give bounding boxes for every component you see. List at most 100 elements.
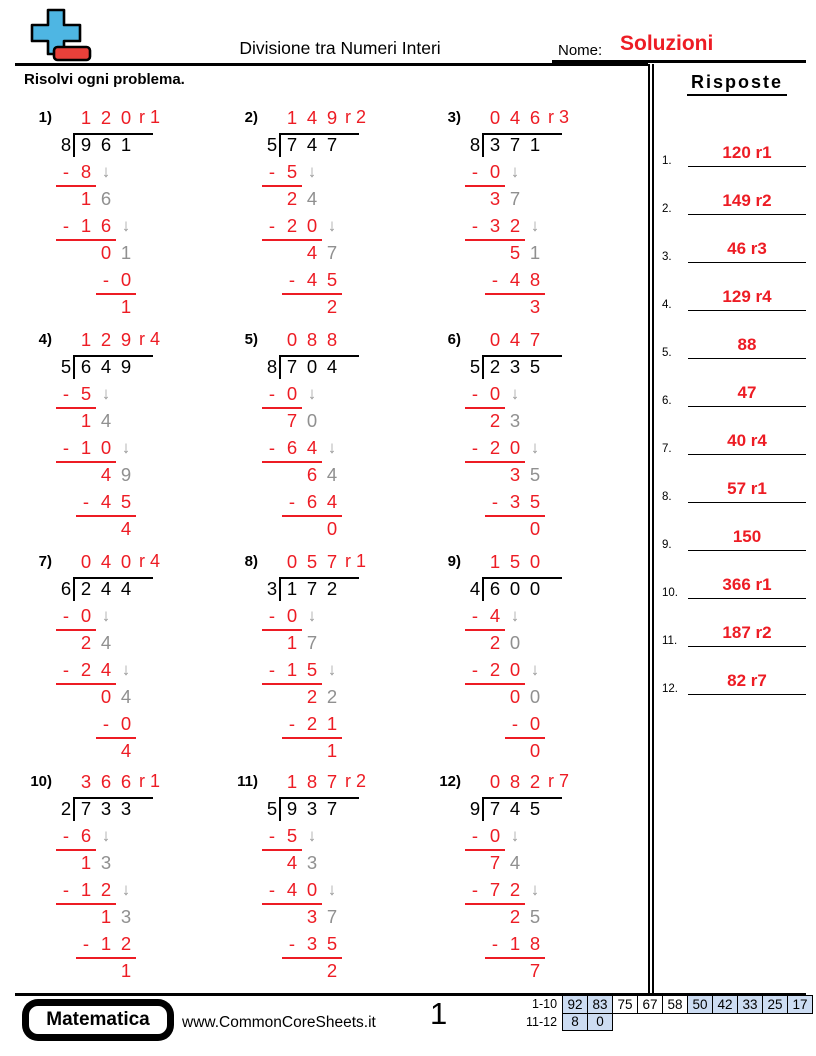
digit-cell [136, 739, 156, 764]
digit-cell: 4 [96, 490, 116, 517]
work-row: -0 ↓ [465, 160, 625, 187]
digit-cell [485, 739, 505, 764]
dividend-digit: 7 [326, 134, 338, 155]
digit-cell: ↓ [307, 384, 317, 403]
digit-cell [545, 463, 565, 488]
digit-cell: 2 [489, 410, 501, 431]
quotient-digit: 2 [100, 107, 112, 128]
quotient-digit: 9 [326, 107, 338, 128]
digit-cell: 0 [326, 518, 338, 539]
work-row: -5 ↓ [262, 160, 422, 187]
divisor-digit: 4 [469, 578, 481, 599]
digit-cell: ↓ [327, 438, 337, 457]
digit-cell [56, 187, 76, 212]
work-row: -2 4 ↓ [56, 658, 216, 685]
dividend-digit: 2 [80, 578, 92, 599]
digit-cell: 2 [306, 686, 318, 707]
quotient-digit: 0 [80, 551, 92, 572]
digit-cell: 7 [485, 878, 505, 905]
digit-cell [505, 517, 525, 542]
dividend-digit: 6 [100, 134, 112, 155]
digit-cell: - [262, 604, 282, 631]
digit-cell: 2 [489, 632, 501, 653]
answer-item: 6. 47 [654, 364, 816, 412]
answer-number: 10. [662, 587, 678, 599]
digit-cell: ↓ [327, 880, 337, 899]
digit-cell [545, 382, 565, 407]
score-cell: 25 [762, 995, 789, 1014]
digit-cell: 5 [76, 382, 96, 409]
division-work: 0 8 8 8 7 0 4-0 ↓ 7 0-6 4 ↓ 6 4-6 4 0 [262, 328, 422, 544]
digit-cell: 5 [302, 658, 322, 685]
remainder-label: r 7 [548, 771, 570, 791]
digit-cell [76, 685, 96, 710]
digit-cell [322, 160, 342, 185]
digit-cell: 0 [302, 878, 322, 905]
dividend-digit: 1 [529, 134, 541, 155]
digit-cell: 2 [326, 960, 338, 981]
division-bracket-top [482, 354, 562, 357]
work-row: -0 [56, 268, 216, 295]
digit-cell: 5 [529, 906, 541, 927]
quotient-digit: 0 [286, 551, 298, 572]
digit-cell: ↓ [327, 660, 337, 679]
digit-cell: 4 [306, 188, 318, 209]
digit-cell: 2 [505, 878, 525, 905]
digit-cell: 1 [322, 712, 342, 739]
digit-cell: 0 [96, 436, 116, 463]
dividend-digit: 4 [326, 356, 338, 377]
digit-cell [342, 712, 362, 737]
digit-cell: 0 [529, 518, 541, 539]
spacer-cell [465, 106, 485, 131]
digit-cell: 4 [96, 658, 116, 685]
division-bracket-top [73, 796, 153, 799]
worksheet-logo-icon [28, 8, 94, 69]
digit-cell [485, 959, 505, 984]
digit-cell [136, 932, 156, 957]
quotient-digit: 8 [326, 329, 338, 350]
digit-cell [76, 463, 96, 488]
answer-number: 2. [662, 203, 672, 215]
digit-cell [56, 463, 76, 488]
digit-cell: - [56, 160, 76, 187]
digit-cell [545, 295, 565, 320]
digit-cell [465, 241, 485, 266]
digit-cell [116, 187, 136, 212]
answer-number: 8. [662, 491, 672, 503]
digit-cell: 1 [76, 214, 96, 241]
score-cell: 42 [712, 995, 739, 1014]
divisor-digit: 5 [266, 134, 278, 155]
dividend-digit: 9 [80, 134, 92, 155]
digit-cell: - [262, 824, 282, 851]
division-bracket-top [482, 576, 562, 579]
score-row-label: 1-10 [532, 997, 558, 1012]
digit-cell [545, 187, 565, 212]
digit-cell [56, 739, 76, 764]
answer-item: 11. 187 r2 [654, 604, 816, 652]
digit-cell: 2 [509, 906, 521, 927]
quotient-digit: 0 [489, 329, 501, 350]
score-cell: 8 [562, 1012, 589, 1031]
division-bracket-side [482, 578, 485, 601]
digit-cell [545, 631, 565, 656]
answer-number: 12. [662, 683, 678, 695]
digit-cell: 0 [485, 160, 505, 187]
digit-cell: 4 [485, 604, 505, 631]
dividend-digit: 4 [100, 578, 112, 599]
digit-cell: 1 [286, 632, 298, 653]
problem-number: 2) [244, 109, 258, 126]
digit-cell [545, 824, 565, 849]
digit-cell [56, 409, 76, 434]
digit-cell: 5 [282, 824, 302, 851]
name-underline [552, 60, 806, 63]
digit-cell: 2 [505, 214, 525, 241]
answer-value: 46 r3 [688, 239, 806, 263]
